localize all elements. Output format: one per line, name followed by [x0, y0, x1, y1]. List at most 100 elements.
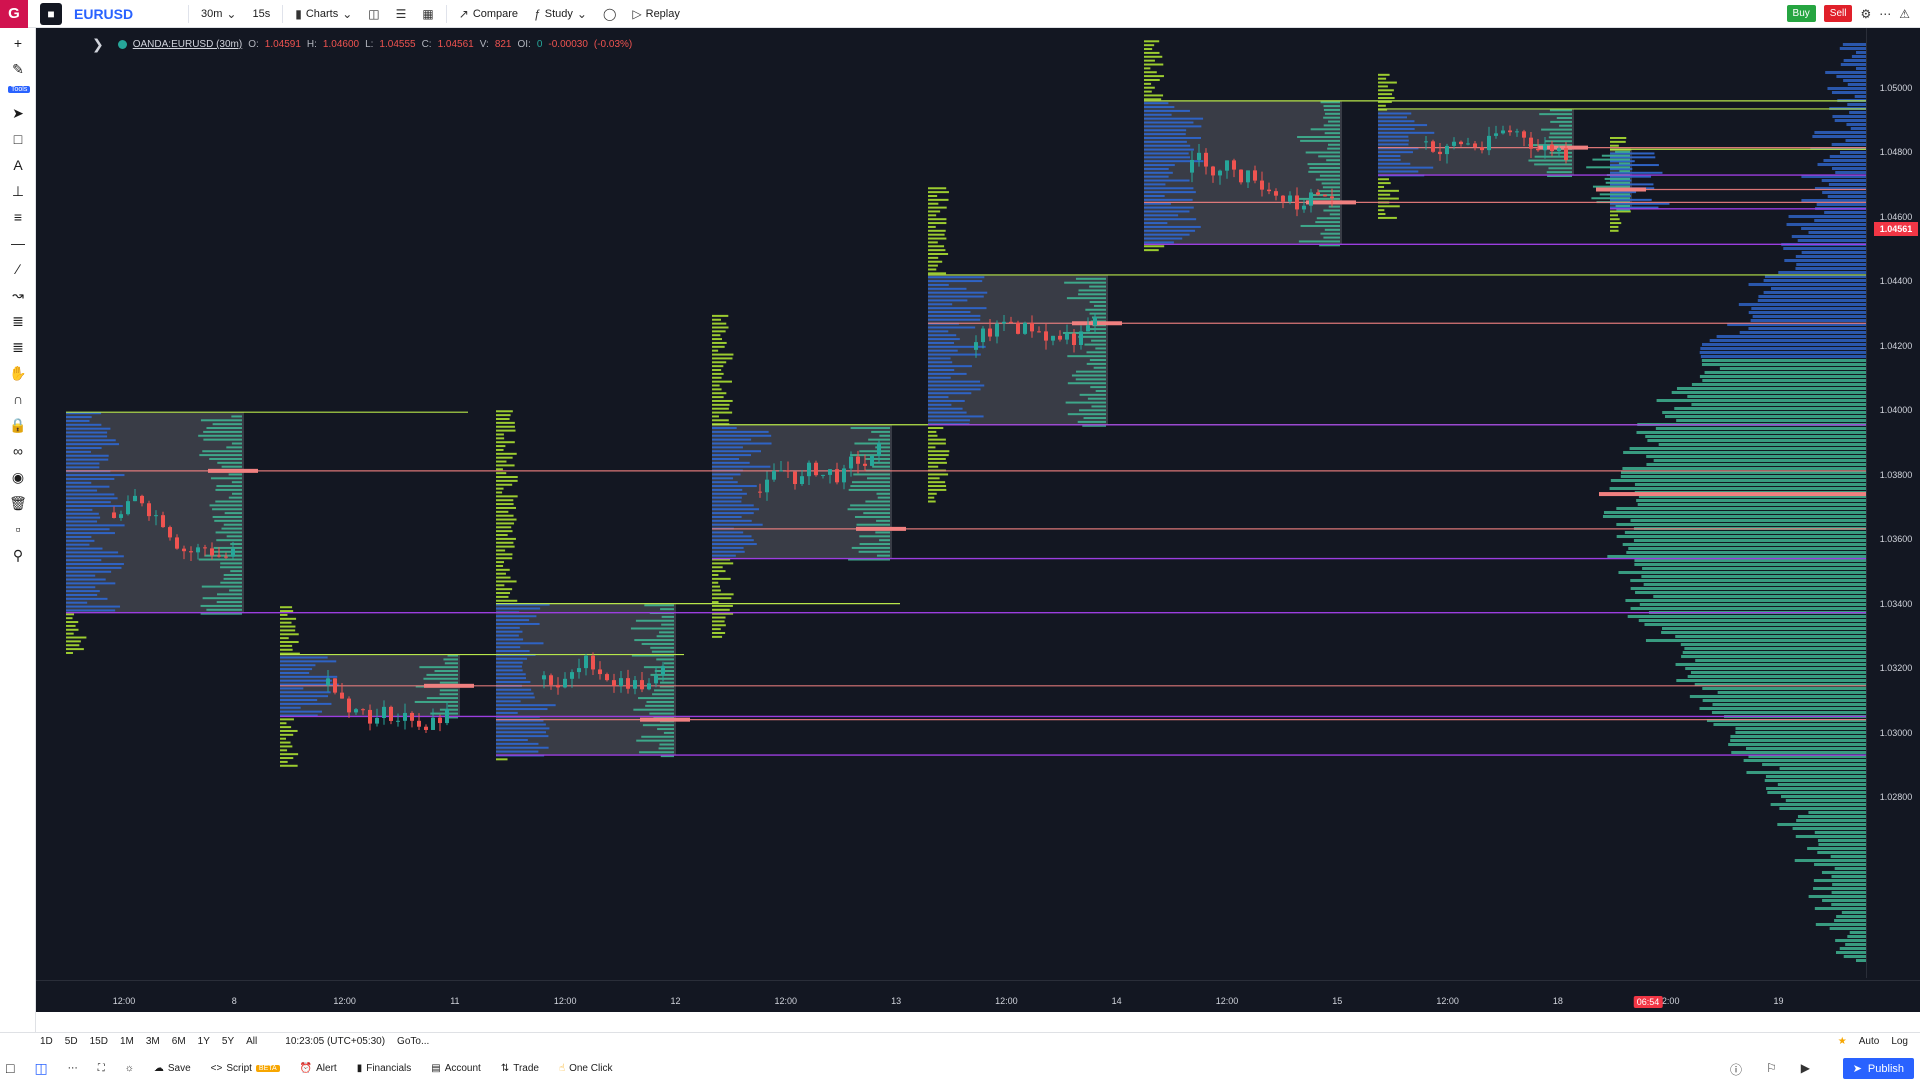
candle-body — [779, 470, 783, 472]
more-icon[interactable]: ⋯ — [1879, 6, 1892, 21]
pattern-icon[interactable]: ↝ — [12, 286, 24, 303]
split-layout-icon[interactable]: ◫ — [34, 1059, 48, 1076]
more-layouts-icon[interactable]: ⋯ — [67, 1062, 78, 1074]
legend-symbol[interactable]: OANDA:EURUSD (30m) — [132, 39, 243, 50]
expand-chevron-icon[interactable]: ❯ — [92, 36, 104, 52]
trash-icon[interactable]: 🗑 — [9, 494, 27, 511]
sell-button[interactable]: Sell — [1823, 5, 1853, 22]
hand-icon[interactable]: ✋ — [9, 364, 27, 381]
range-6m[interactable]: 6M — [171, 1036, 186, 1047]
single-layout-icon[interactable]: □ — [6, 1060, 15, 1076]
ruler-icon[interactable]: ▫ — [15, 521, 21, 537]
session-volume-row — [447, 654, 458, 657]
candle-body — [333, 678, 337, 693]
session-profile-row — [928, 461, 947, 464]
layout-button[interactable]: ▦ — [414, 0, 441, 28]
range-15d[interactable]: 15D — [89, 1036, 108, 1047]
session-profile-row — [1610, 214, 1618, 217]
sub-interval-button[interactable]: 15s — [244, 0, 278, 28]
candle-body — [196, 547, 200, 553]
range-1y[interactable]: 1Y — [197, 1036, 210, 1047]
bottom-toolbar: 1D 5D 15D 1M 3M 6M 1Y 5Y All 10:23:05 (U… — [0, 1032, 1920, 1081]
zoom-icon[interactable]: ⚲ — [12, 546, 24, 563]
range-all[interactable]: All — [246, 1036, 258, 1047]
composite-profile-bar — [1618, 571, 1866, 574]
open-value: 1.04591 — [264, 39, 301, 50]
close-label: C: — [421, 39, 432, 50]
fib-icon[interactable]: ≡ — [13, 209, 23, 225]
text-icon[interactable]: A — [13, 157, 23, 173]
range-3m[interactable]: 3M — [145, 1036, 160, 1047]
interval-dropdown[interactable]: 30m ⌄ — [193, 0, 244, 28]
chart-area[interactable]: ❯ OANDA:EURUSD (30m) O: 1.04591 H: 1.04600… — [36, 28, 1920, 1012]
trade-button[interactable]: ⇅ Trade — [501, 1063, 539, 1074]
brand-logo[interactable]: G — [0, 0, 28, 28]
measure-icon[interactable]: ⊥ — [11, 182, 25, 199]
study-dropdown[interactable]: ƒ Study ⌄ — [526, 0, 595, 28]
session-volume-row — [1323, 236, 1340, 239]
star-icon[interactable]: ★ — [1837, 1036, 1847, 1047]
bar-type-button[interactable]: ◫ — [360, 0, 387, 28]
rectangle-icon[interactable]: □ — [13, 131, 23, 147]
cursor-icon[interactable]: ➤ — [12, 104, 24, 121]
session-profile-row — [712, 492, 747, 495]
candle-body — [1295, 195, 1299, 210]
position-icon[interactable]: ≣ — [12, 338, 24, 355]
session-profile-row — [1378, 143, 1409, 146]
link-icon[interactable]: ∞ — [13, 443, 23, 459]
theme-icon[interactable]: ☼ — [124, 1062, 134, 1074]
symbol-search[interactable]: EURUSD — [74, 5, 134, 22]
brush-icon[interactable]: ✎ — [12, 60, 24, 77]
snapshot-button[interactable]: ◯ — [595, 0, 624, 28]
session-profile-row — [66, 636, 87, 639]
range-5y[interactable]: 5Y — [221, 1036, 235, 1047]
alert-button[interactable]: ⏰ Alert — [300, 1063, 337, 1074]
settings-gear-icon[interactable]: ⚙ — [1860, 6, 1872, 21]
buy-button[interactable]: Buy — [1786, 5, 1816, 22]
candle-body — [793, 471, 797, 485]
chart-app-icon[interactable]: ■ — [40, 2, 62, 25]
composite-profile-bar — [1763, 291, 1866, 294]
auto-scale-button[interactable]: Auto — [1858, 1036, 1880, 1047]
gann-icon[interactable]: ≣ — [12, 312, 24, 329]
session-volume-row — [1329, 213, 1340, 216]
session-profile-row — [496, 634, 519, 637]
session-volume-row — [1089, 312, 1106, 315]
script-button[interactable]: <> Script BETA — [211, 1063, 280, 1074]
log-scale-button[interactable]: Log — [1891, 1036, 1908, 1047]
crosshair-icon[interactable]: + — [13, 35, 23, 51]
idea-bulb-icon[interactable]: ⚐ — [1766, 1061, 1777, 1075]
publish-button[interactable]: ➤ Publish — [1842, 1058, 1914, 1079]
help-icon[interactable]: ⓘ — [1729, 1063, 1742, 1077]
video-icon[interactable]: ▶ — [1800, 1061, 1810, 1075]
price-tick-label: 1.04200 — [1879, 340, 1913, 351]
account-button[interactable]: ▤ Account — [431, 1063, 481, 1074]
session-profile-row — [1144, 125, 1202, 128]
session-volume-row — [1067, 413, 1106, 416]
camera-icon: ◯ — [602, 6, 617, 21]
warning-icon[interactable]: ⚠ — [1899, 6, 1910, 21]
clock-readout[interactable]: 10:23:05 (UTC+05:30) — [285, 1036, 386, 1047]
one-click-button[interactable]: ☝ One Click — [559, 1063, 612, 1074]
financials-button[interactable]: ▮ Financials — [357, 1063, 412, 1074]
indicators-button[interactable]: ☰ — [388, 0, 415, 28]
candle-body — [119, 514, 123, 518]
range-1d[interactable]: 1D — [40, 1036, 53, 1047]
charts-dropdown[interactable]: ▮ Charts ⌄ — [287, 0, 360, 28]
magnet-icon[interactable]: ∩ — [12, 391, 24, 407]
save-button[interactable]: ☁ Save — [154, 1063, 191, 1074]
candle-body — [1274, 191, 1278, 196]
trend-line-icon[interactable]: ∕ — [16, 261, 20, 277]
replay-button[interactable]: ▷ Replay — [624, 0, 687, 28]
fullscreen-icon[interactable]: ⛶ — [97, 1062, 105, 1074]
session-profile-row — [280, 737, 287, 740]
range-5d[interactable]: 5D — [64, 1036, 78, 1047]
session-profile-row — [1144, 71, 1157, 74]
session-profile-row — [1144, 40, 1160, 43]
eye-icon[interactable]: ◉ — [11, 468, 25, 485]
compare-button[interactable]: ↗ Compare — [451, 0, 526, 28]
horizontal-line-icon[interactable]: — — [11, 235, 25, 251]
range-1m[interactable]: 1M — [119, 1036, 134, 1047]
lock-icon[interactable]: 🔒 — [9, 416, 27, 433]
goto-button[interactable]: GoTo... — [397, 1036, 430, 1047]
